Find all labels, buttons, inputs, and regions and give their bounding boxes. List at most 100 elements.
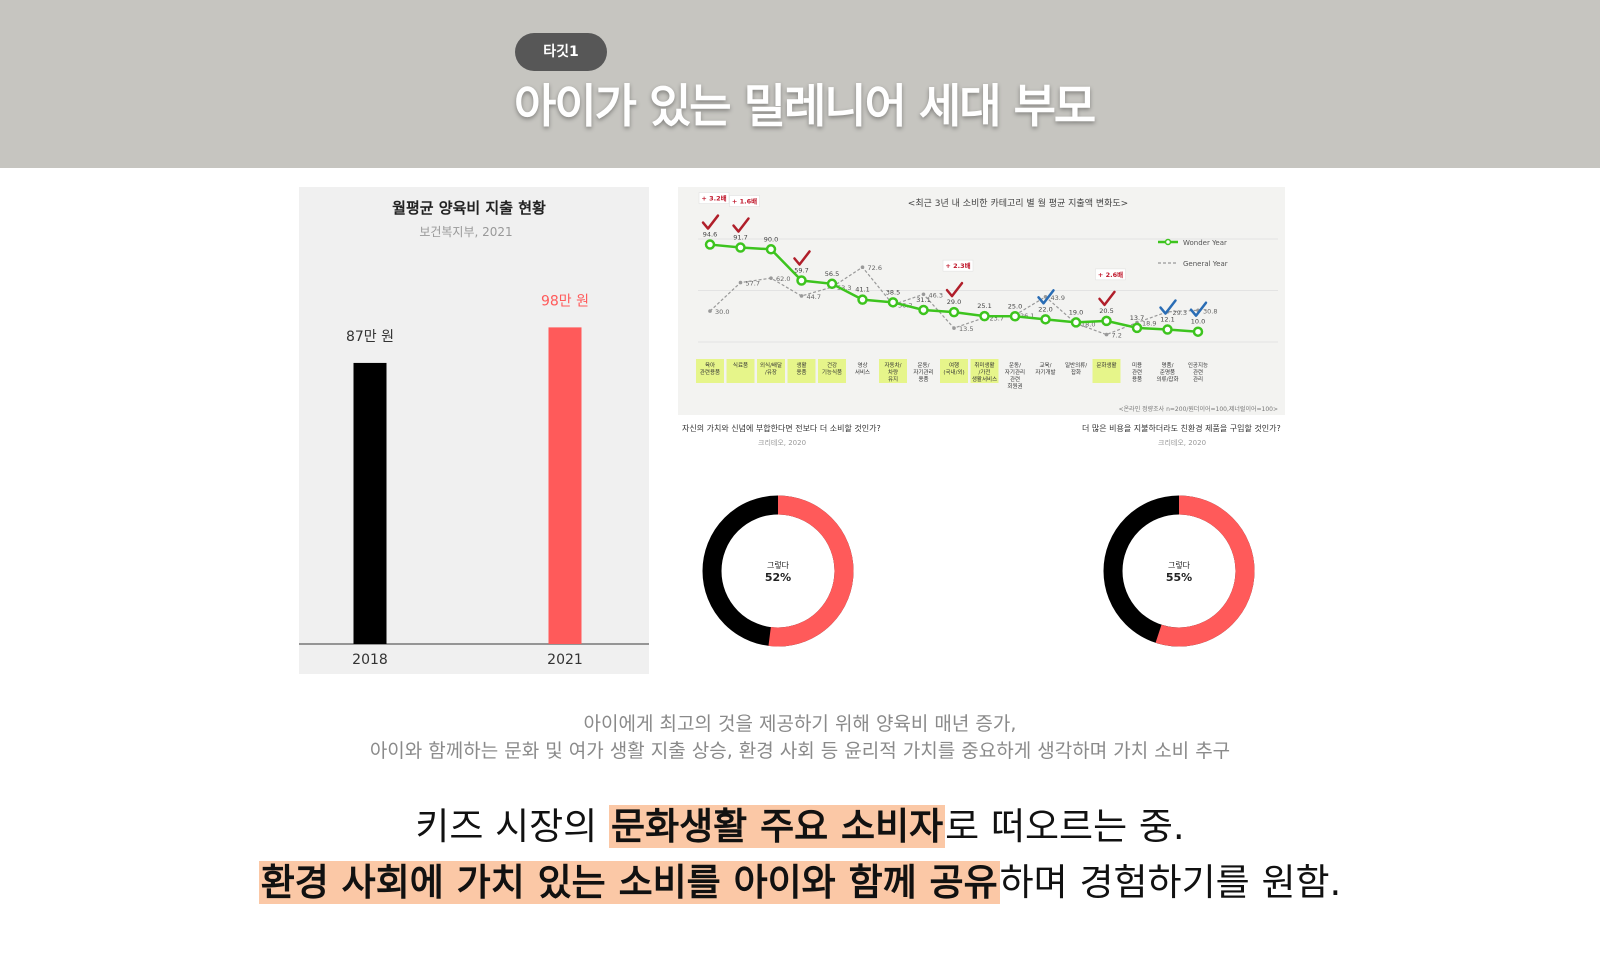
value-label-wonder-year: 12.1 [1160, 316, 1174, 324]
value-label-wonder-year: 31.1 [916, 296, 930, 304]
point-general-year [921, 292, 926, 297]
category-highlight [970, 359, 999, 383]
check-icon [1159, 299, 1177, 315]
category-label: 외식/배달/유장 [760, 361, 782, 376]
category-label: 일반의류/잡화 [1065, 361, 1087, 376]
point-wonder-year [826, 278, 838, 290]
category-highlight [940, 359, 968, 383]
category-label: 식료품 [733, 361, 748, 369]
category-highlight [879, 359, 907, 383]
point-wonder-year [948, 306, 960, 318]
donut-slice-yes [1103, 495, 1255, 647]
legend-label-wonder: Wonder Year [1183, 239, 1227, 247]
point-general-year [1104, 332, 1109, 337]
donut-chart-left [702, 495, 854, 647]
point-wonder-year [1040, 314, 1051, 325]
bar-value-label: 98만 원 [541, 293, 589, 309]
headline-line-1: 키즈 시장의 문화생활 주요 소비자로 떠오르는 중. [0, 796, 1600, 850]
point-wonder-year [1192, 326, 1204, 337]
bar-2021 [548, 327, 582, 644]
value-label-wonder-year: 22.0 [1038, 305, 1052, 313]
donut-label-right: 그렇다 55% [1139, 560, 1219, 584]
point-general-year [738, 280, 743, 285]
value-label-wonder-year: 90.0 [764, 235, 778, 243]
value-label-general-year: 18.9 [1142, 320, 1156, 328]
point-general-year [799, 294, 804, 298]
callout-box [698, 192, 730, 204]
donut-right-value: 55% [1165, 571, 1193, 584]
category-highlight [1092, 359, 1121, 383]
donut-label-left: 그렇다 52% [738, 560, 818, 584]
point-wonder-year [765, 244, 777, 255]
survey-question-right: 더 많은 비용을 지불하더라도 친환경 제품을 구입할 것인가? [1082, 424, 1281, 433]
value-label-general-year: 72.6 [868, 264, 882, 272]
check-icon [1189, 301, 1208, 317]
value-label-wonder-year: 10.0 [1191, 318, 1205, 326]
value-label-general-year: 26.1 [1020, 312, 1034, 320]
point-wonder-year [918, 304, 929, 316]
value-label-general-year: 30.0 [715, 308, 729, 316]
description-line-2: 아이와 함께하는 문화 및 여가 생활 지출 상승, 환경 사회 등 윤리적 가… [369, 740, 1231, 762]
category-label: 운동/자기관리 관련 회원권 [1005, 362, 1025, 390]
category-label: 운동/자기관리 용품 [913, 362, 933, 383]
point-general-year [860, 265, 865, 270]
donut-right-label-text: 그렇다 [1167, 561, 1191, 570]
header-banner: 타깃1 아이가 있는 밀레니어 세대 부모 [0, 0, 1600, 168]
bar-chart: 월평균 양육비 지출 현황 보건복지부, 2021 87만 원 2018 98만 원… [299, 199, 649, 668]
headline-2-post: 하며 경험하기를 원함. [999, 861, 1342, 904]
value-label-wonder-year: 29.0 [947, 298, 961, 306]
callout-box [729, 195, 760, 207]
survey-question-left: 자신의 가치와 신념에 부합한다면 전보다 더 소비할 것인가? [682, 424, 881, 433]
category-label: 여행 (국내/외) [943, 361, 964, 376]
line-chart-title: <최근 3년 내 소비한 카테고리 별 월 평균 지출액 변화도> [908, 197, 1128, 209]
headline-1-post: 로 떠오르는 중. [945, 805, 1185, 848]
category-highlight [787, 359, 816, 383]
donut-left-label-text: 그렇다 [766, 561, 790, 570]
check-icon [793, 250, 811, 266]
callout-multiplier: + 2.6배 [1098, 270, 1123, 279]
description-line-1: 아이에게 최고의 것을 제공하기 위해 양육비 매년 증가, [583, 713, 1017, 735]
value-label-general-year: 29.3 [1173, 309, 1187, 317]
value-label-general-year: 30.8 [1203, 307, 1217, 315]
category-label: 명품/준명품 의류/잡화 [1156, 362, 1178, 383]
value-label-general-year: 46.3 [929, 291, 943, 299]
bar-chart-source: 보건복지부, 2021 [419, 225, 512, 239]
value-label-general-year: 62.0 [776, 275, 790, 283]
point-wonder-year [857, 294, 868, 305]
point-wonder-year [979, 310, 990, 322]
category-label: 취미생활/가전 생활서비스 [972, 361, 997, 383]
headline-1-pre: 키즈 시장의 [415, 805, 610, 848]
headline-line-2: 환경 사회에 가치 있는 소비를 아이와 함께 공유하며 경험하기를 원함. [0, 852, 1600, 906]
value-label-wonder-year: 38.5 [886, 288, 900, 296]
point-wonder-year [1070, 317, 1082, 328]
line-chart: <최근 3년 내 소비한 카테고리 별 월 평균 지출액 변화도> Wonder… [696, 192, 1278, 413]
value-label-general-year: 53.3 [837, 284, 851, 292]
callout-multiplier: + 3.2배 [701, 194, 726, 203]
value-label-general-year: 44.7 [807, 293, 821, 301]
point-wonder-year [1101, 315, 1112, 327]
category-label: 영상 서비스 [855, 361, 870, 376]
callout-box [942, 259, 974, 272]
donut-slice-yes [702, 495, 854, 647]
category-label: 자동차/차량 유지 [884, 361, 901, 383]
category-highlight [726, 359, 755, 383]
category-label: 육아 관련용품 [700, 361, 720, 376]
category-label: 교육/자기개발 [1035, 362, 1055, 376]
point-general-year [708, 309, 712, 313]
value-label-wonder-year: 91.7 [733, 234, 747, 242]
headline-1-highlight: 문화생활 주요 소비자 [609, 805, 946, 848]
category-highlight [696, 359, 724, 383]
category-label: 문화생활 [1096, 361, 1116, 369]
check-icon [732, 217, 750, 233]
value-label-wonder-year: 59.7 [794, 267, 808, 275]
donut-left-value: 52% [764, 571, 792, 584]
legend-marker-wonder [1164, 238, 1172, 246]
category-label: 미용 관련 용품 [1132, 361, 1142, 383]
bar-2018 [353, 362, 387, 644]
value-label-wonder-year: 20.5 [1099, 307, 1113, 315]
value-label-general-year: 57.7 [746, 280, 760, 288]
bar-chart-panel: 월평균 양육비 지출 현황 보건복지부, 2021 87만 원 2018 98만 원… [299, 187, 649, 674]
callout-box [1095, 268, 1126, 281]
category-label: 생활 용품 [796, 361, 806, 376]
category-highlight [757, 359, 785, 383]
